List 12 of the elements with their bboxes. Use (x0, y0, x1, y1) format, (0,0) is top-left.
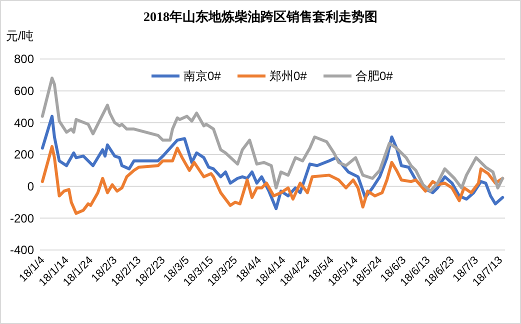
y-tick-label: -400 (10, 243, 34, 258)
y-axis-title: 元/吨 (6, 29, 34, 43)
y-tick-label: 600 (14, 84, 34, 98)
y-tick-label: 400 (14, 116, 34, 130)
y-tick-label: 200 (14, 148, 34, 162)
y-tick-label: 800 (14, 52, 34, 66)
legend-label: 郑州0# (270, 69, 308, 84)
legend-label: 合肥0# (356, 69, 394, 84)
y-tick-label: 0 (27, 180, 34, 194)
y-tick-label: -200 (10, 211, 34, 226)
chart-title: 2018年山东地炼柴油跨区销售套利走势图 (144, 9, 378, 24)
legend-label: 南京0# (184, 69, 222, 84)
